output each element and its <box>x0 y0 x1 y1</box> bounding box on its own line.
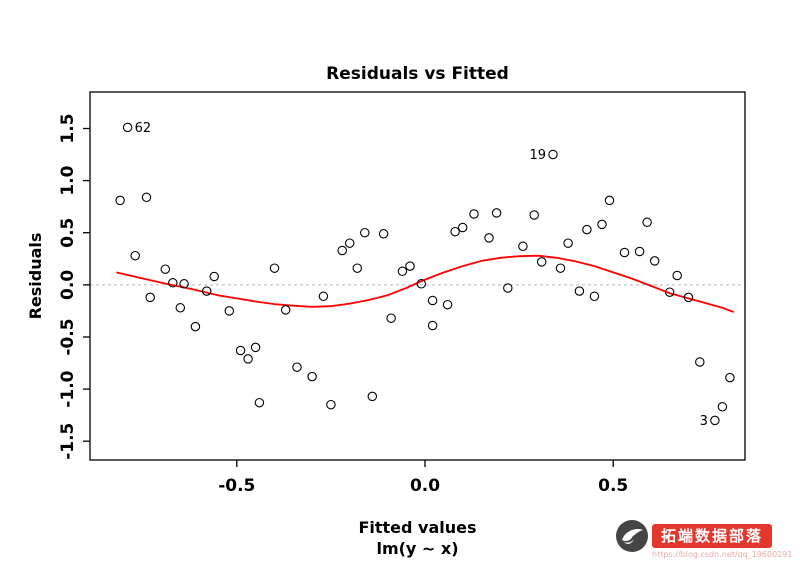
data-point <box>619 247 630 258</box>
x-axis-model-formula: lm(y ~ x) <box>376 539 459 558</box>
plot-border <box>89 91 746 461</box>
watermark-url: https://blog.csdn.net/qq_19600291 <box>652 550 793 559</box>
x-tick-label: 0.5 <box>598 476 628 496</box>
data-point <box>484 233 494 243</box>
data-point <box>190 321 201 332</box>
data-point <box>683 292 694 303</box>
data-point <box>352 263 363 273</box>
data-point <box>224 306 235 316</box>
data-point <box>427 295 438 306</box>
outlier-point-label: 62 <box>135 121 152 136</box>
outlier-point-label: 19 <box>529 148 546 163</box>
y-tick-label: 1.0 <box>58 165 78 195</box>
data-point <box>115 195 125 206</box>
data-point <box>250 342 261 353</box>
data-point <box>427 320 438 331</box>
data-point <box>141 192 152 203</box>
data-point <box>450 226 460 237</box>
y-tick-label: 0.0 <box>58 270 78 300</box>
data-point <box>717 402 728 412</box>
outlier-point-label: 3 <box>700 414 708 429</box>
data-point <box>367 391 378 402</box>
x-axis-title: Fitted values <box>358 518 477 537</box>
data-point <box>292 362 302 372</box>
outlier-point <box>122 122 133 133</box>
data-point <box>555 263 566 273</box>
data-point <box>175 303 186 313</box>
bird-logo-icon <box>616 520 648 552</box>
data-point <box>254 397 265 408</box>
y-tick-label: -1.5 <box>58 423 78 460</box>
x-tick-label: -0.5 <box>218 476 255 496</box>
data-point <box>307 371 317 382</box>
data-point <box>130 250 140 261</box>
data-point <box>201 286 212 296</box>
y-tick-label: 1.5 <box>58 113 78 143</box>
data-point <box>672 270 682 281</box>
data-point <box>589 291 600 302</box>
lowess-smooth-line <box>116 254 735 313</box>
data-point <box>695 357 705 367</box>
scatter-points <box>115 122 735 426</box>
data-point <box>269 263 280 273</box>
data-point <box>397 266 408 277</box>
data-point <box>416 279 427 289</box>
data-point <box>529 210 539 220</box>
data-point <box>360 227 370 238</box>
data-point <box>604 195 615 206</box>
data-point <box>209 271 219 282</box>
data-point <box>160 264 171 274</box>
y-tick-label: 0.5 <box>58 218 78 248</box>
data-point <box>642 217 652 228</box>
data-point <box>405 261 415 271</box>
data-point <box>503 283 513 293</box>
data-point <box>574 286 585 296</box>
data-point <box>634 246 645 257</box>
data-point <box>649 256 660 266</box>
data-point <box>326 399 336 410</box>
data-point <box>582 224 592 235</box>
data-point <box>243 354 253 364</box>
watermark: 拓端数据部落 https://blog.csdn.net/qq_19600291 <box>612 516 797 566</box>
x-tick-label: 0.0 <box>410 476 440 496</box>
y-axis-title: Residuals <box>26 232 45 320</box>
data-point <box>597 219 607 230</box>
outlier-point <box>710 415 720 426</box>
data-point <box>469 209 479 219</box>
data-point <box>664 287 675 297</box>
watermark-brand-badge: 拓端数据部落 <box>652 524 773 548</box>
data-point <box>563 238 573 248</box>
data-point <box>725 372 735 383</box>
y-tick-label: -0.5 <box>58 318 78 355</box>
chart-title: Residuals vs Fitted <box>326 64 509 84</box>
data-point <box>235 345 246 356</box>
data-point <box>442 299 453 310</box>
data-point <box>344 238 355 248</box>
data-point <box>491 208 502 218</box>
outlier-point <box>548 149 558 160</box>
data-point <box>386 313 396 323</box>
data-point <box>518 241 528 252</box>
data-point <box>179 279 189 289</box>
data-point <box>457 222 468 233</box>
data-point <box>337 245 347 256</box>
data-point <box>378 229 389 239</box>
data-point <box>145 292 155 303</box>
data-point <box>280 305 291 315</box>
data-point <box>168 278 178 288</box>
y-tick-label: -1.0 <box>58 370 78 407</box>
data-point <box>318 291 329 302</box>
data-point <box>536 257 547 267</box>
